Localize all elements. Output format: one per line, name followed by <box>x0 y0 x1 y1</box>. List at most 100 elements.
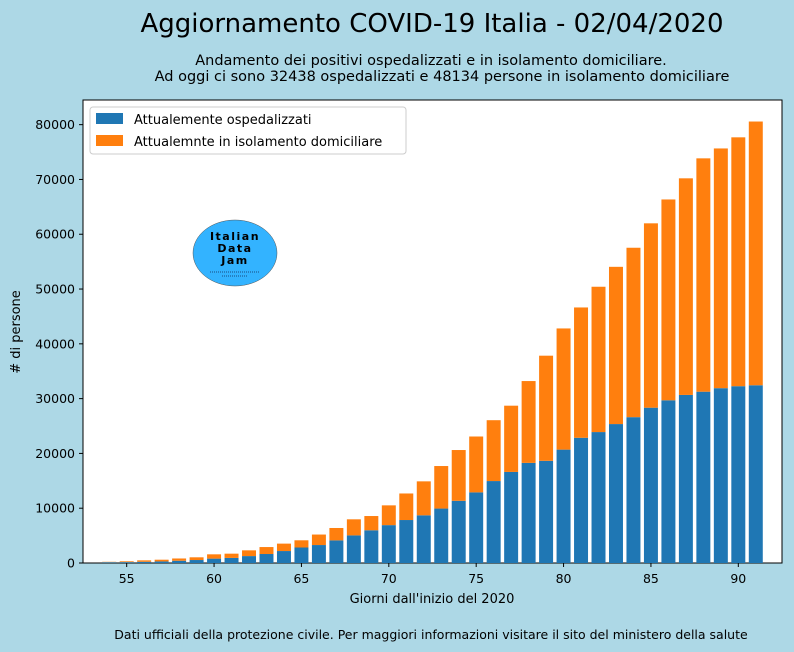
logo-text-line1: Italian <box>210 230 260 243</box>
y-axis-label: # di persone <box>9 290 24 374</box>
y-tick-label-20000: 20000 <box>35 446 75 461</box>
bar-hospitalized-day-60 <box>207 558 222 563</box>
bar-hospitalized-day-75 <box>469 492 484 563</box>
bar-hospitalized-day-76 <box>486 481 501 563</box>
bar-hospitalized-day-57 <box>154 561 169 563</box>
bar-home-isolation-day-81 <box>574 307 589 438</box>
y-tick-label-70000: 70000 <box>35 172 75 187</box>
y-tick-label-30000: 30000 <box>35 391 75 406</box>
bar-hospitalized-day-62 <box>242 556 257 563</box>
bar-home-isolation-day-76 <box>486 420 501 482</box>
bars-group <box>102 121 763 563</box>
plot-area <box>82 99 783 564</box>
bar-home-isolation-day-74 <box>451 450 466 501</box>
bar-hospitalized-day-68 <box>346 535 361 563</box>
bar-home-isolation-day-89 <box>713 148 728 389</box>
bar-hospitalized-day-61 <box>224 557 239 563</box>
bar-hospitalized-day-84 <box>626 417 641 563</box>
bar-hospitalized-day-67 <box>329 540 344 563</box>
bar-hospitalized-day-78 <box>521 462 536 563</box>
bar-home-isolation-day-58 <box>172 558 187 561</box>
bar-home-isolation-day-61 <box>224 553 239 558</box>
bar-home-isolation-day-57 <box>154 559 169 562</box>
bar-hospitalized-day-82 <box>591 432 606 563</box>
bar-hospitalized-day-71 <box>399 520 414 563</box>
bar-home-isolation-day-91 <box>748 121 763 386</box>
x-tick-label-60: 60 <box>206 571 222 586</box>
logo: Italian Data Jam <box>192 219 278 287</box>
bar-home-isolation-day-68 <box>346 519 361 536</box>
x-axis-label: Giorni dall'inizio del 2020 <box>350 592 515 607</box>
bar-home-isolation-day-77 <box>504 405 519 472</box>
bar-home-isolation-day-62 <box>242 550 257 557</box>
bar-home-isolation-day-69 <box>364 516 379 531</box>
bar-home-isolation-day-90 <box>731 137 746 387</box>
bar-home-isolation-day-64 <box>276 543 291 552</box>
x-tick-label-65: 65 <box>293 571 309 586</box>
bar-home-isolation-day-75 <box>469 436 484 493</box>
bar-home-isolation-day-79 <box>539 355 554 461</box>
bar-home-isolation-day-86 <box>661 199 676 401</box>
x-tick-label-90: 90 <box>730 571 746 586</box>
bar-hospitalized-day-88 <box>696 391 711 563</box>
bar-home-isolation-day-88 <box>696 158 711 392</box>
bar-hospitalized-day-65 <box>294 547 309 563</box>
bar-home-isolation-day-87 <box>678 178 693 395</box>
bar-hospitalized-day-74 <box>451 500 466 563</box>
bar-hospitalized-day-89 <box>713 388 728 563</box>
y-tick-label-10000: 10000 <box>35 501 75 516</box>
legend-box <box>89 106 407 155</box>
bar-home-isolation-day-56 <box>137 560 152 562</box>
x-tick-label-55: 55 <box>119 571 135 586</box>
bar-home-isolation-day-84 <box>626 247 641 418</box>
bar-hospitalized-day-83 <box>608 424 623 563</box>
bar-hospitalized-day-66 <box>311 545 326 563</box>
logo-text-line3: Jam <box>220 254 248 267</box>
bar-hospitalized-day-64 <box>276 551 291 563</box>
bar-hospitalized-day-85 <box>643 407 658 563</box>
bar-home-isolation-day-80 <box>556 328 571 450</box>
x-tick-label-75: 75 <box>468 571 484 586</box>
x-tick-label-80: 80 <box>556 571 572 586</box>
bar-home-isolation-day-59 <box>189 557 204 561</box>
bar-home-isolation-day-55 <box>119 561 134 563</box>
bar-hospitalized-day-77 <box>504 471 519 563</box>
bar-home-isolation-day-60 <box>207 554 222 559</box>
bar-home-isolation-day-73 <box>434 466 449 509</box>
bar-home-isolation-day-65 <box>294 540 309 548</box>
bar-hospitalized-day-72 <box>416 515 431 563</box>
bar-hospitalized-day-58 <box>172 560 187 563</box>
bar-hospitalized-day-73 <box>434 508 449 563</box>
logo-ellipse <box>192 219 278 287</box>
bar-hospitalized-day-81 <box>574 437 589 563</box>
bar-hospitalized-day-87 <box>678 394 693 563</box>
x-axis: 55 60 65 70 75 80 85 90 <box>119 563 746 586</box>
bar-home-isolation-day-78 <box>521 381 536 463</box>
bar-hospitalized-day-55 <box>119 562 134 563</box>
bar-home-isolation-day-82 <box>591 286 606 433</box>
x-tick-label-70: 70 <box>381 571 397 586</box>
footer-note: Dati ufficiali della protezione civile. … <box>114 627 748 642</box>
bar-home-isolation-day-70 <box>381 505 396 526</box>
bar-hospitalized-day-91 <box>748 385 763 563</box>
bar-home-isolation-day-67 <box>329 527 344 541</box>
bar-hospitalized-day-63 <box>259 554 274 563</box>
bar-home-isolation-day-72 <box>416 481 431 516</box>
bar-hospitalized-day-90 <box>731 386 746 563</box>
bar-home-isolation-day-85 <box>643 223 658 408</box>
bar-hospitalized-day-69 <box>364 530 379 563</box>
logo-text-line2: Data <box>217 242 252 255</box>
chart-subtitle-line2: Ad oggi ci sono 32438 ospedalizzati e 48… <box>155 69 730 85</box>
bar-hospitalized-day-86 <box>661 400 676 563</box>
bar-hospitalized-day-54 <box>102 562 117 563</box>
bar-home-isolation-day-63 <box>259 547 274 555</box>
legend-label-hospitalized: Attualemente ospedalizzati <box>134 113 312 128</box>
bar-hospitalized-day-56 <box>137 561 152 563</box>
y-tick-label-0: 0 <box>67 556 75 571</box>
bar-hospitalized-day-79 <box>539 460 554 563</box>
bar-home-isolation-day-66 <box>311 534 326 546</box>
chart-subtitle-line1: Andamento dei positivi ospedalizzati e i… <box>195 53 667 69</box>
y-axis: 0 10000 20000 30000 40000 50000 60000 70000 8000… <box>35 117 83 571</box>
